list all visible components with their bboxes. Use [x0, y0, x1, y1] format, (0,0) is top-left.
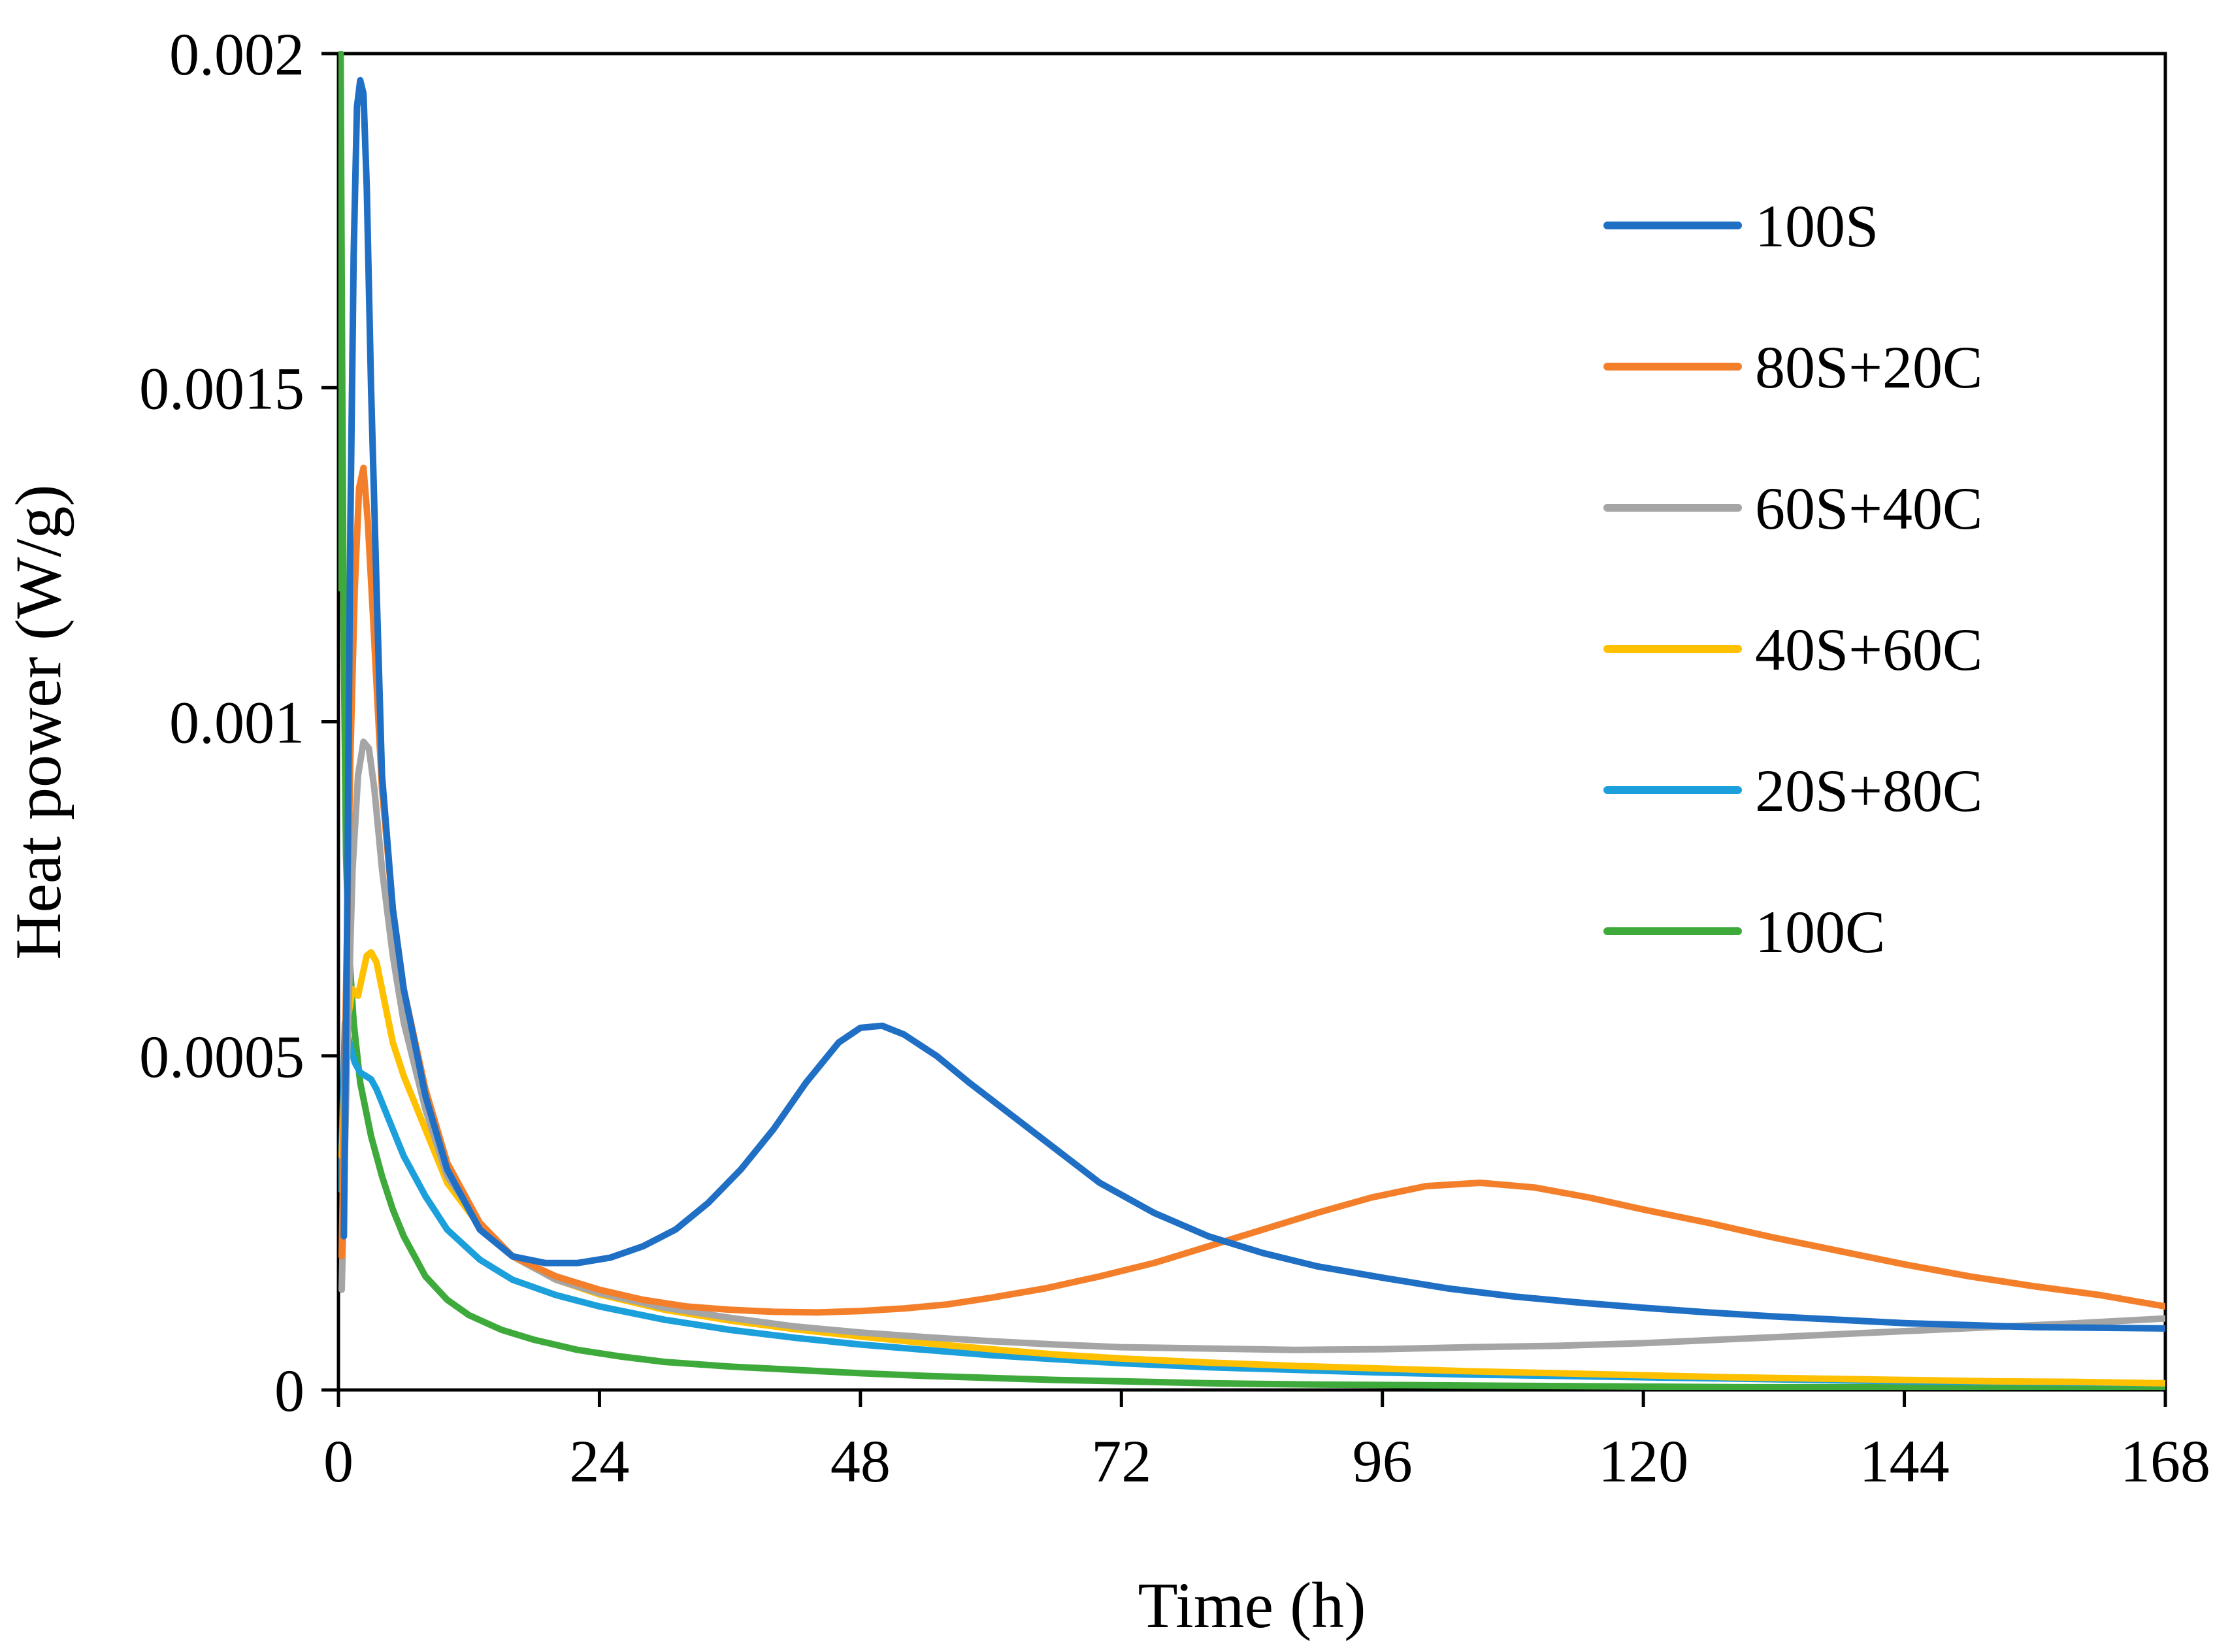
x-tick-label: 72	[1091, 1428, 1151, 1495]
x-tick-label: 144	[1860, 1428, 1950, 1495]
y-tick-label: 0.0015	[139, 355, 304, 421]
legend-label-80s-20c: 80S+20C	[1755, 334, 1982, 401]
x-axis-ticks: 0 24 48 72 96 120 144 168	[323, 1390, 2210, 1495]
y-tick-label: 0.002	[169, 21, 304, 88]
legend-label-20s-80c: 20S+80C	[1755, 757, 1982, 824]
series-lines	[338, 51, 2165, 1390]
x-tick-label: 48	[830, 1428, 891, 1495]
y-tick-label: 0.0005	[139, 1023, 304, 1090]
x-tick-label: 120	[1598, 1428, 1688, 1495]
y-axis-ticks: 0 0.0005 0.001 0.0015 0.002	[139, 21, 338, 1424]
x-tick-label: 168	[2120, 1428, 2210, 1495]
x-tick-label: 24	[569, 1428, 629, 1495]
series-line-100c	[338, 51, 2165, 1390]
legend: 100S 80S+20C 60S+40C 40S+60C 20S+80C 100C	[1603, 193, 1982, 965]
y-axis-title: Heat power (W/g)	[2, 484, 74, 959]
x-axis-title: Time (h)	[1138, 1569, 1366, 1642]
legend-label-40s-60c: 40S+60C	[1755, 616, 1982, 683]
series-line-60s-40c	[338, 738, 2165, 1353]
y-tick-label: 0.001	[169, 689, 304, 756]
y-tick-label: 0	[274, 1357, 304, 1424]
x-tick-label: 96	[1353, 1428, 1413, 1495]
legend-label-100s: 100S	[1755, 193, 1879, 259]
x-tick-label: 0	[323, 1428, 353, 1495]
series-line-100s	[340, 76, 2165, 1332]
legend-label-60s-40c: 60S+40C	[1755, 475, 1982, 542]
legend-label-100c: 100C	[1755, 899, 1885, 965]
